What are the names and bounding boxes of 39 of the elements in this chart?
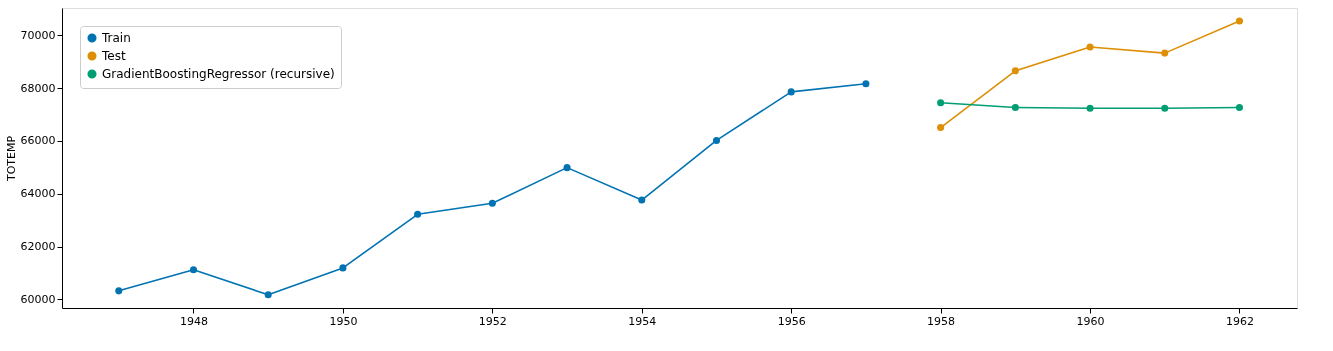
x-tick-label: 1960: [1076, 314, 1105, 328]
point: [189, 266, 198, 274]
point: [1161, 104, 1169, 112]
point: [1161, 49, 1169, 57]
point: [638, 196, 646, 204]
x-tick-label: 1956: [777, 314, 806, 328]
x-tick-label: 1948: [179, 314, 208, 328]
point: [488, 199, 496, 207]
y-tick-label: 70000: [20, 28, 56, 42]
legend-label: Train: [101, 31, 131, 45]
x-tick-label: 1958: [927, 314, 956, 328]
point: [937, 124, 945, 132]
point: [1011, 67, 1019, 75]
point: [937, 99, 945, 107]
legend-label: Test: [101, 49, 126, 63]
x-tick-label: 1954: [628, 314, 657, 328]
x-tick-label: 1962: [1225, 314, 1254, 328]
x-tick-label: 1952: [478, 314, 507, 328]
point: [115, 287, 123, 295]
point: [414, 210, 422, 218]
y-tick-label: 68000: [20, 81, 56, 95]
y-tick-label: 64000: [20, 187, 56, 201]
point: [787, 88, 795, 96]
y-tick-label: 62000: [20, 240, 56, 254]
y-tick-label: 60000: [20, 292, 56, 306]
y-axis-title: TOTEMP: [4, 135, 18, 183]
legend-label: GradientBoostingRegressor (recursive): [102, 67, 335, 81]
point: [1086, 104, 1094, 112]
y-tick-label: 66000: [20, 134, 56, 148]
x-tick-label: 1950: [329, 314, 358, 328]
point: [1011, 103, 1019, 111]
point: [712, 136, 721, 144]
point: [563, 164, 571, 172]
point: [862, 80, 870, 88]
point: [1235, 17, 1244, 25]
point: [264, 291, 272, 299]
point: [1086, 43, 1094, 51]
point: [1235, 103, 1244, 111]
point: [339, 264, 347, 272]
